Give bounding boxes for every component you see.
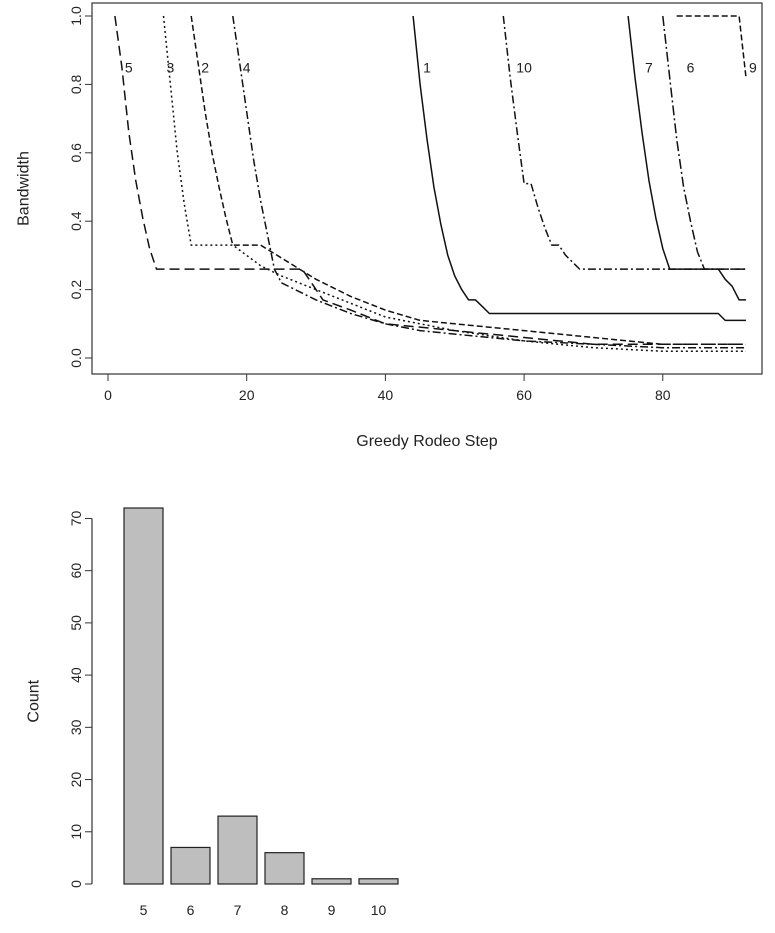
series-line-6 [662,15,746,270]
x-tick-label: 60 [516,387,532,403]
bandwidth-line-chart: 0 20 40 60 80 0.0 0.2 0.4 0.6 0.8 1.0 Greedy Rodeo … [16,2,763,450]
series-label-6: 6 [687,59,695,75]
series-line-3 [162,15,746,352]
bar-5 [123,507,164,885]
y-tick-label: 0.2 [68,280,84,300]
y-tick-label: 1.0 [68,6,84,26]
series-line-9 [676,15,747,78]
bar-category-label: 8 [281,902,289,918]
x-tick-label: 0 [104,387,112,403]
bar-10 [358,878,399,885]
bar-category-label: 5 [140,902,148,918]
y-tick-label: 0.8 [68,74,84,94]
y-tick-label: 0.6 [68,143,84,163]
bar-7 [217,815,258,885]
series-label-2: 2 [201,59,209,75]
bar-y-tick-label: 10 [68,824,84,840]
series-label-1: 1 [423,59,431,75]
series-line-2 [190,15,746,346]
series-line-10 [502,15,746,270]
bar-category-label: 6 [187,902,195,918]
count-bar-chart: 0 10 20 30 40 50 60 70 Count 5 6 7 8 9 10 [26,507,399,918]
series-label-10: 10 [516,59,532,75]
series-label-5: 5 [125,59,133,75]
bar-9 [311,878,352,885]
bar-y-tick-label: 60 [68,563,84,579]
series-label-7: 7 [645,59,653,75]
bar-y-tick-label: 50 [68,615,84,631]
bar-6 [170,846,211,885]
bar-y-axis-title: Count [26,679,43,722]
x-tick-label: 40 [378,387,394,403]
bar-8 [264,852,305,885]
bar-y-tick-label: 0 [68,880,84,888]
bar-y-tick-label: 20 [68,772,84,788]
x-axis-title: Greedy Rodeo Step [356,433,498,450]
series-line-5 [114,15,746,346]
y-tick-label: 0.0 [68,348,84,368]
series-line-1 [412,15,746,322]
series-label-4: 4 [243,59,251,75]
series-label-9: 9 [749,59,757,75]
series-label-3: 3 [167,59,175,75]
bar-y-tick-label: 30 [68,719,84,735]
series-line-4 [232,15,746,349]
x-tick-label: 20 [239,387,255,403]
x-tick-label: 80 [655,387,671,403]
bar-category-label: 10 [371,902,387,918]
bar-y-tick-label: 40 [68,667,84,683]
bar-category-label: 7 [234,902,242,918]
y-axis-title: Bandwidth [16,151,33,226]
bar-category-label: 9 [328,902,336,918]
top-plot-frame [91,2,763,375]
y-tick-label: 0.4 [68,211,84,231]
bar-y-tick-label: 70 [68,510,84,526]
series-line-7 [627,15,746,301]
